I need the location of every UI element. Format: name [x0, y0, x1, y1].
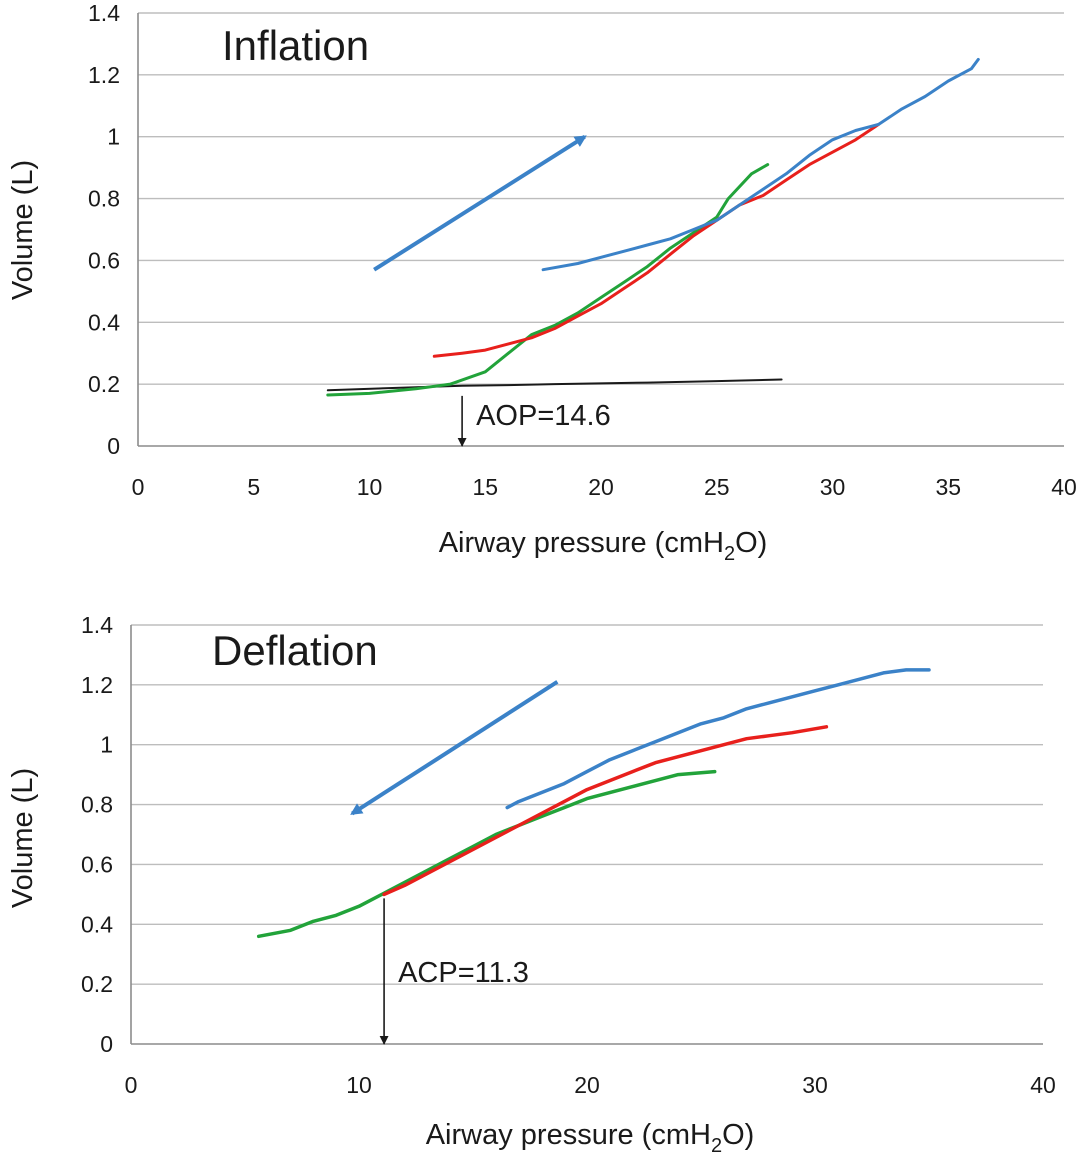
inflation-annotation: AOP=14.6 — [457, 395, 611, 447]
deflation-y-ticks: 0 0.2 0.4 0.6 0.8 1 1.2 1.4 — [81, 612, 113, 1057]
inflation-x-tick-label: 10 — [357, 474, 383, 500]
inflation-y-tick-label: 1.2 — [88, 62, 120, 88]
deflation-y-tick-label: 1 — [100, 732, 113, 758]
inflation-y-tick-label: 0 — [107, 433, 120, 459]
inflation-direction-arrow — [373, 135, 587, 272]
deflation-y-tick-label: 0 — [100, 1031, 113, 1057]
deflation-gridlines — [130, 624, 1043, 1045]
deflation-series-green-line — [256, 769, 717, 939]
deflation-y-tick-label: 1.4 — [81, 612, 113, 638]
inflation-series-blue-line — [541, 57, 980, 272]
inflation-y-tick-label: 0.8 — [88, 186, 120, 212]
deflation-y-tick-label: 0.4 — [81, 911, 113, 937]
deflation-x-tick-label: 20 — [574, 1072, 600, 1098]
aop-annotation-label: AOP=14.6 — [476, 400, 611, 432]
inflation-series-black-line — [326, 378, 783, 392]
inflation-x-ticks: 0 5 10 15 20 25 30 35 40 — [132, 474, 1077, 500]
deflation-x-tick-label: 10 — [346, 1072, 372, 1098]
inflation-panel: 0 5 10 15 20 25 30 35 40 0 0.2 0.4 0.6 0.8 1 1.2 1.4 AO… — [7, 0, 1077, 565]
inflation-panel-title: Inflation — [222, 22, 369, 69]
inflation-x-tick-label: 0 — [132, 474, 145, 500]
deflation-x-tick-label: 0 — [125, 1072, 138, 1098]
inflation-y-tick-label: 0.6 — [88, 247, 120, 273]
deflation-panel: 0 10 20 30 40 00.20.40.60.811.21.4 ACP=11.3 … — [7, 612, 1056, 1156]
deflation-y-tick-label: 0.2 — [81, 971, 113, 997]
deflation-x-tick-label: 40 — [1030, 1072, 1056, 1098]
deflation-series-red-line — [382, 725, 829, 897]
deflation-x-ticks: 0 10 20 30 40 — [125, 1072, 1056, 1098]
inflation-x-tick-label: 20 — [588, 474, 614, 500]
deflation-panel-title: Deflation — [212, 627, 378, 674]
acp-annotation-label: ACP=11.3 — [398, 957, 529, 989]
deflation-direction-arrow — [350, 680, 559, 816]
inflation-x-tick-label: 25 — [704, 474, 730, 500]
deflation-y-tick-label: 0.8 — [81, 792, 113, 818]
inflation-y-tick-label: 1 — [107, 124, 120, 150]
deflation-series-blue-line — [505, 668, 931, 810]
inflation-x-axis-title: Airway pressure (cmH2O) — [439, 527, 768, 565]
deflation-annotation: ACP=11.3 — [379, 898, 529, 1045]
inflation-arrow-layer — [373, 135, 587, 272]
inflation-y-tick-label: 0.2 — [88, 371, 120, 397]
deflation-series — [256, 668, 931, 939]
deflation-y-tick-label: 1.2 — [81, 672, 113, 698]
inflation-y-axis-title: Volume (L) — [7, 160, 39, 300]
inflation-series-red-line — [432, 122, 881, 358]
inflation-y-tick-label: 0.4 — [88, 309, 120, 335]
inflation-y-ticks: 0 0.2 0.4 0.6 0.8 1 1.2 1.4 — [88, 0, 120, 459]
inflation-gridlines — [137, 12, 1064, 447]
inflation-x-tick-label: 15 — [472, 474, 498, 500]
deflation-x-axis-title: Airway pressure (cmH2O) — [426, 1119, 755, 1156]
deflation-y-tick-label: 0.6 — [81, 851, 113, 877]
deflation-x-tick-label: 30 — [802, 1072, 828, 1098]
inflation-x-tick-label: 35 — [935, 474, 961, 500]
inflation-y-tick-label: 1.4 — [88, 0, 120, 26]
inflation-x-tick-label: 5 — [247, 474, 260, 500]
inflation-series-green-line — [326, 163, 770, 397]
inflation-x-tick-label: 40 — [1051, 474, 1077, 500]
inflation-series — [326, 57, 980, 397]
inflation-x-tick-label: 30 — [820, 474, 846, 500]
deflation-arrow-layer — [350, 680, 559, 816]
deflation-y-axis-title: Volume (L) — [7, 768, 39, 908]
